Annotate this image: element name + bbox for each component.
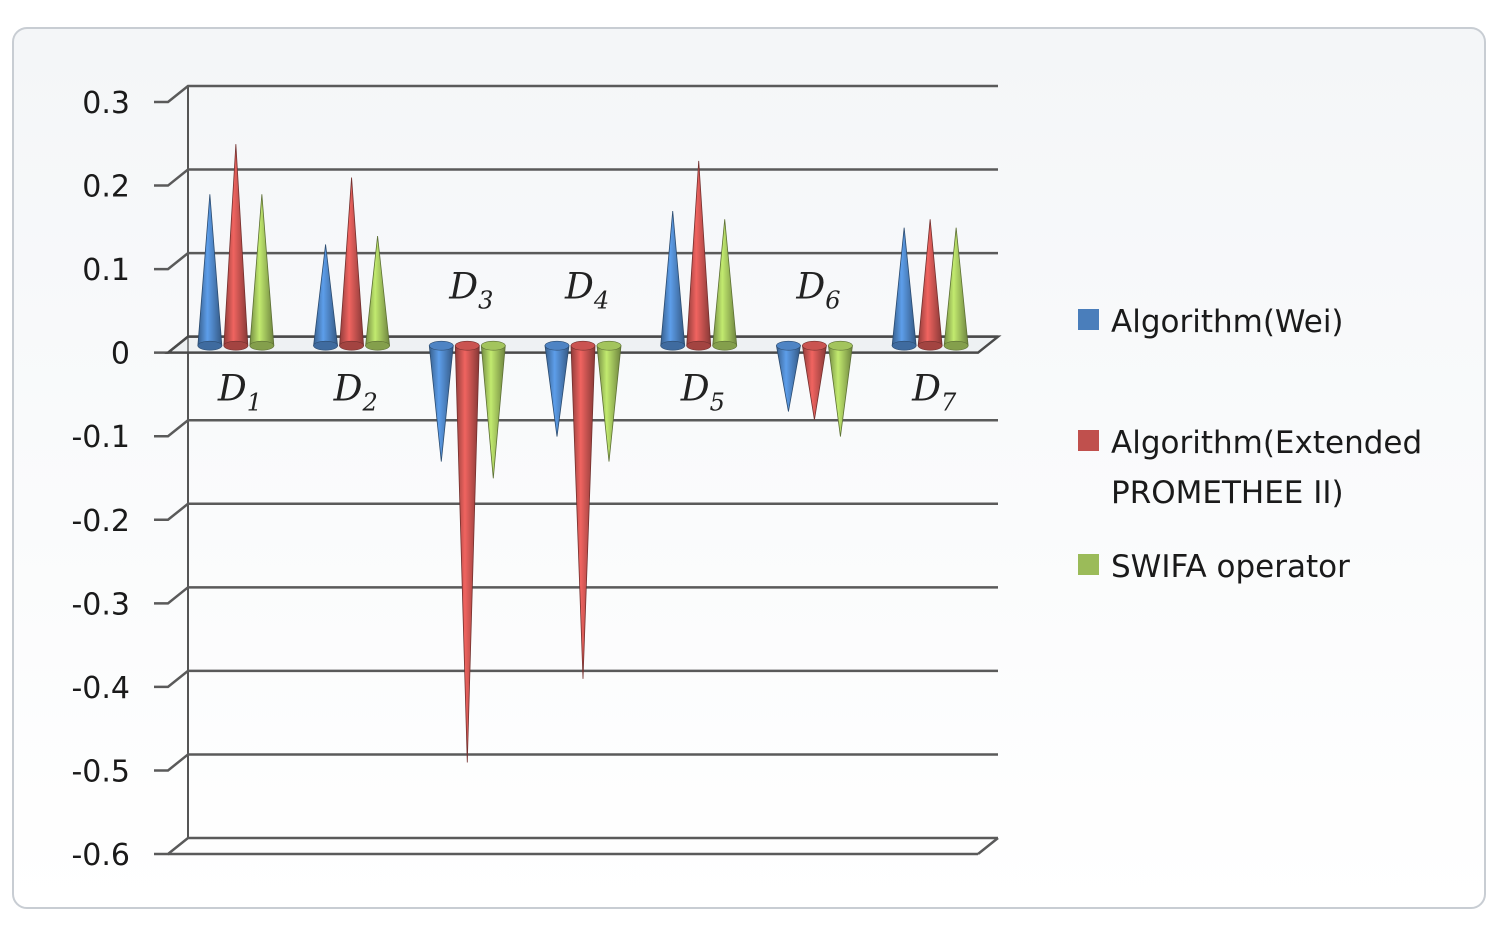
legend-swatch <box>1078 554 1099 575</box>
legend-item: Algorithm(Extended PROMETHEE II) <box>1078 425 1422 511</box>
category-label: D1 <box>217 369 262 417</box>
y-tick-label: -0.1 <box>71 420 130 455</box>
legend-label: PROMETHEE II) <box>1111 475 1344 511</box>
cone-d7-series-1 <box>891 227 917 351</box>
legend-label: Algorithm(Extended <box>1111 425 1422 461</box>
cone-d3-series-1 <box>428 340 454 462</box>
gridline <box>154 753 998 772</box>
cone-d6-series-3 <box>827 340 853 437</box>
cone-d4-series-3 <box>596 340 622 462</box>
category-label: D4 <box>564 267 609 315</box>
cone-d2-series-1 <box>313 244 339 351</box>
y-tick-label: 0.3 <box>82 86 130 121</box>
cone-d5-series-1 <box>660 210 686 351</box>
gridline <box>154 418 998 438</box>
y-tick-label: -0.6 <box>71 838 130 873</box>
legend-swatch <box>1078 309 1099 330</box>
legend-item: SWIFA operator <box>1078 549 1350 585</box>
cone-d1-series-1 <box>197 194 223 351</box>
plot-area <box>197 144 969 763</box>
floor-edge <box>977 837 999 855</box>
gridline <box>154 669 998 689</box>
cone-d7-series-2 <box>917 219 943 351</box>
category-label: D2 <box>333 369 378 417</box>
cone-d2-series-2 <box>339 177 365 351</box>
y-tick-label: 0 <box>111 337 130 372</box>
y-tick-label: -0.5 <box>71 754 130 789</box>
legend: Algorithm(Wei) Algorithm(Extended PROMETHE… <box>1078 304 1422 585</box>
y-tick-label: 0.2 <box>82 170 130 205</box>
cone-d3-series-3 <box>480 340 506 479</box>
category-label: D3 <box>448 267 493 315</box>
legend-label: Algorithm(Wei) <box>1111 304 1344 340</box>
cone-d7-series-3 <box>943 227 969 351</box>
gridline <box>154 251 998 271</box>
category-label: D5 <box>680 369 725 417</box>
gridline <box>154 502 998 522</box>
legend-label: SWIFA operator <box>1111 549 1350 585</box>
category-label: D6 <box>795 267 840 315</box>
legend-item: Algorithm(Wei) <box>1078 304 1344 340</box>
cone-d6-series-2 <box>801 340 827 420</box>
cone-d5-series-2 <box>686 160 712 351</box>
y-axis-ticks: 0.3 0.2 0.1 0 -0.1 -0.2 -0.3 -0.4 -0.5 -0.6 <box>71 86 130 873</box>
cone-d1-series-3 <box>249 194 275 351</box>
legend-swatch <box>1078 430 1099 451</box>
gridline <box>154 84 998 104</box>
cone-d2-series-3 <box>365 236 391 351</box>
cone-d1-series-2 <box>223 144 249 351</box>
gridline <box>154 586 998 605</box>
cone-d6-series-1 <box>775 340 801 412</box>
y-tick-label: -0.2 <box>71 504 130 539</box>
cone-d5-series-3 <box>712 219 738 351</box>
y-tick-label: -0.4 <box>71 671 130 706</box>
gridline <box>154 836 998 856</box>
gridline <box>154 168 998 187</box>
category-labels: D1 D2 D3 D4 D5 D6 D7 <box>217 267 957 417</box>
category-label: D7 <box>911 369 957 417</box>
cone-d4-series-2 <box>570 340 596 679</box>
cone-d3-series-2 <box>454 340 480 763</box>
chart-border <box>12 27 1486 909</box>
y-tick-label: 0.1 <box>82 253 130 288</box>
y-tick-label: -0.3 <box>71 587 130 622</box>
cone-d4-series-1 <box>544 340 570 437</box>
